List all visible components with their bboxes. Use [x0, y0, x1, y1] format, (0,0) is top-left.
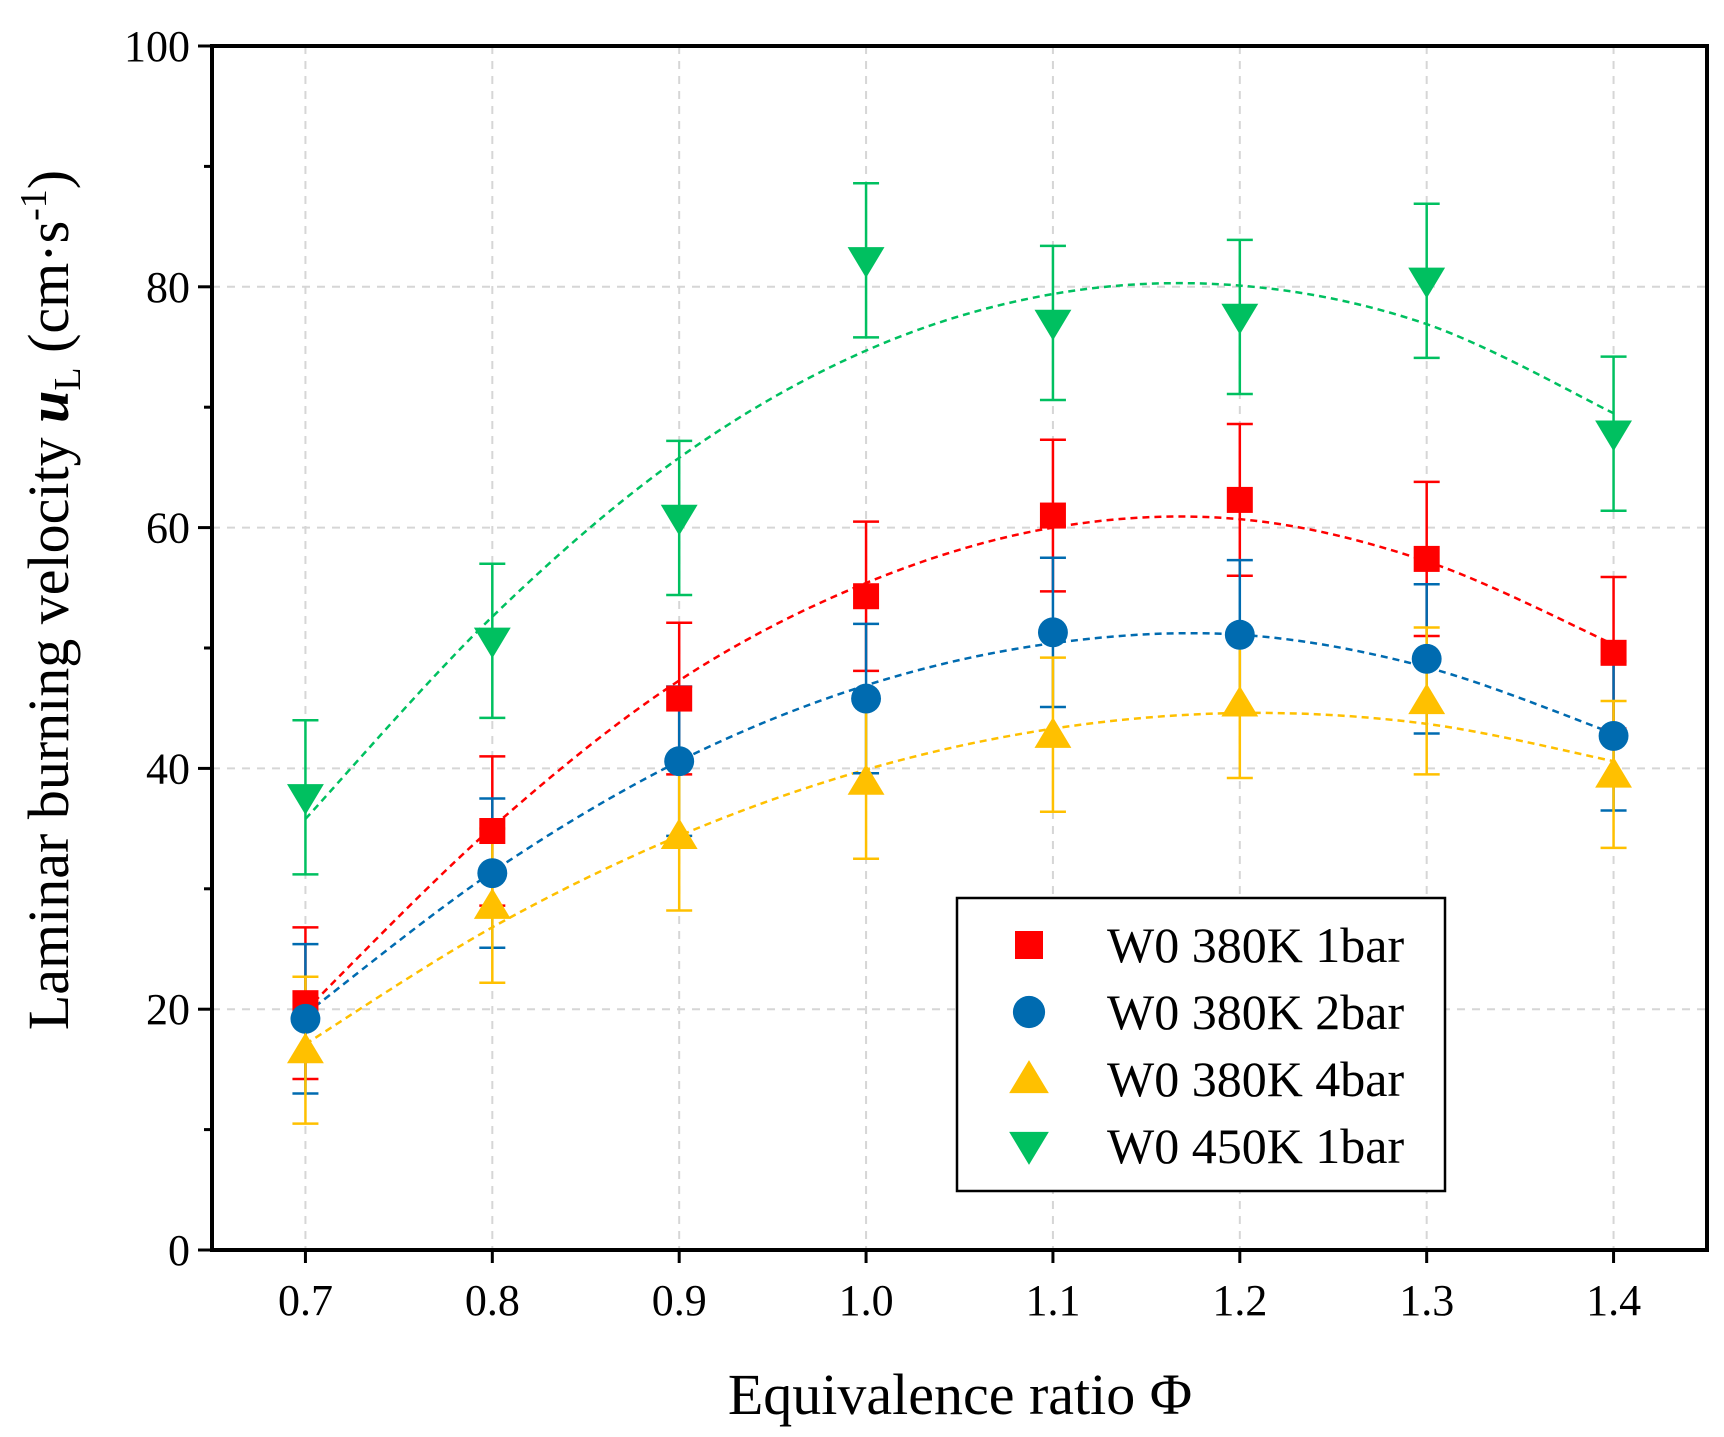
- y-axis-label-symbol: u: [16, 391, 81, 423]
- x-tick-label: 0.8: [465, 1276, 520, 1325]
- fit-curve-w0-380k-1bar: [304, 515, 1615, 1012]
- data-point-w0-450k-1bar: [1034, 309, 1072, 341]
- data-point-w0-380k-1bar: [853, 583, 880, 610]
- x-tick-label: 1.3: [1399, 1276, 1454, 1325]
- data-point-w0-380k-1bar: [1600, 639, 1627, 666]
- legend-item-w0-380k-2bar: W0 380K 2bar: [1012, 984, 1404, 1040]
- legend-label: W0 450K 1bar: [1107, 1118, 1404, 1174]
- data-point-w0-380k-4bar: [287, 1032, 324, 1064]
- data-point-w0-450k-1bar: [1595, 420, 1632, 452]
- y-tick-label: 0: [168, 1226, 190, 1275]
- data-point-w0-380k-2bar: [851, 683, 882, 714]
- data-markers: [287, 247, 1632, 1064]
- legend-label: W0 380K 1bar: [1107, 917, 1404, 973]
- y-axis-label-unit-close: ): [16, 170, 81, 189]
- data-point-w0-380k-2bar: [664, 746, 695, 777]
- legend-item-w0-380k-4bar: W0 380K 4bar: [1009, 1051, 1404, 1107]
- axis-ticks: [198, 44, 1616, 1263]
- x-tick-label: 0.7: [278, 1276, 333, 1325]
- data-point-w0-380k-2bar: [477, 858, 508, 889]
- data-point-w0-380k-4bar: [1408, 683, 1446, 715]
- fit-curve-w0-380k-4bar: [304, 711, 1614, 1046]
- data-point-w0-380k-1bar: [666, 685, 693, 712]
- legend-label: W0 380K 4bar: [1107, 1051, 1404, 1107]
- data-point-w0-450k-1bar: [1221, 303, 1259, 335]
- data-point-w0-380k-4bar: [473, 888, 511, 919]
- y-tick-label: 20: [146, 985, 190, 1034]
- data-point-w0-450k-1bar: [473, 627, 511, 659]
- y-axis-label: Laminar burning velocity uL (cm·s-1): [13, 170, 89, 1030]
- y-tick-label: 80: [146, 263, 190, 312]
- y-axis-label-unit-open: (cm·s: [16, 221, 81, 368]
- data-point-w0-450k-1bar: [847, 247, 885, 278]
- y-axis-label-subscript: L: [47, 367, 89, 390]
- data-point-w0-380k-1bar: [1039, 502, 1066, 529]
- x-axis-label: Equivalence ratio Φ: [728, 1362, 1192, 1427]
- data-point-w0-380k-4bar: [1595, 756, 1632, 788]
- legend-item-w0-450k-1bar: W0 450K 1bar: [1009, 1118, 1404, 1174]
- data-point-w0-380k-4bar: [1221, 685, 1259, 717]
- legend: W0 380K 1bar W0 380K 2bar W0 380K 4bar W0 4…: [955, 896, 1447, 1193]
- data-point-w0-380k-2bar: [1224, 619, 1255, 650]
- x-tick-label: 1.2: [1212, 1276, 1267, 1325]
- legend-marker-w0-450k-1bar: [1009, 1131, 1049, 1165]
- x-tick-label: 0.9: [652, 1276, 707, 1325]
- legend-label: W0 380K 2bar: [1107, 984, 1404, 1040]
- legend-marker-w0-380k-1bar: [1015, 931, 1043, 959]
- data-point-w0-380k-2bar: [1037, 617, 1068, 648]
- x-tick-labels: 0.7 0.8 0.9 1.0 1.1 1.2 1.3 1.4: [278, 1276, 1641, 1325]
- data-point-w0-450k-1bar: [660, 504, 698, 536]
- data-point-w0-380k-1bar: [1413, 545, 1440, 572]
- data-point-w0-380k-1bar: [479, 818, 506, 845]
- y-tick-label: 100: [124, 22, 190, 71]
- y-axis-label-unit-power: -1: [13, 189, 55, 221]
- data-point-w0-450k-1bar: [287, 784, 324, 815]
- y-tick-label: 60: [146, 504, 190, 553]
- x-tick-label: 1.1: [1025, 1276, 1080, 1325]
- data-point-w0-380k-4bar: [660, 818, 698, 849]
- legend-marker-w0-380k-2bar: [1012, 995, 1046, 1029]
- y-tick-label: 40: [146, 744, 190, 793]
- data-point-w0-380k-4bar: [847, 764, 885, 795]
- data-point-w0-380k-4bar: [1034, 717, 1072, 748]
- legend-item-w0-380k-1bar: W0 380K 1bar: [1015, 917, 1404, 973]
- x-tick-label: 1.0: [839, 1276, 894, 1325]
- data-point-w0-380k-1bar: [1226, 486, 1253, 513]
- data-point-w0-380k-2bar: [290, 1003, 321, 1034]
- data-point-w0-450k-1bar: [1408, 267, 1446, 299]
- data-point-w0-380k-2bar: [1411, 643, 1442, 674]
- data-point-w0-380k-2bar: [1598, 720, 1629, 751]
- y-axis-label-prefix: Laminar burning velocity: [16, 423, 81, 1030]
- x-tick-label: 1.4: [1586, 1276, 1641, 1325]
- y-tick-labels: 0 20 40 60 80 100: [124, 22, 190, 1275]
- legend-marker-w0-380k-4bar: [1009, 1060, 1049, 1094]
